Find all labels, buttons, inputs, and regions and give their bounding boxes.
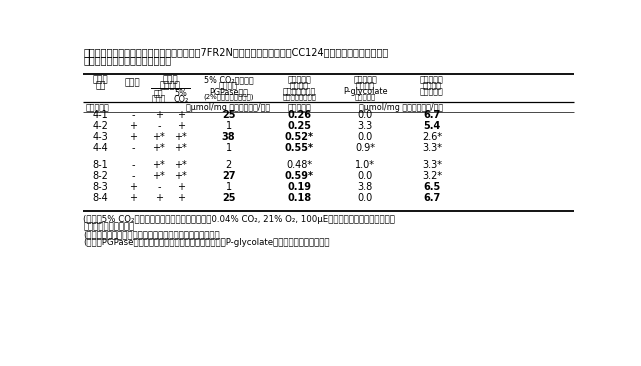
Text: 大気条件下: 大気条件下 — [288, 75, 312, 85]
Text: 0.0: 0.0 — [358, 132, 373, 142]
Text: (注１）5% CO₂で培養した後、細胞を大気条件（0.04% CO₂, 21% O₂, 100μE）に移し、光合成と光呼吸の: (注１）5% CO₂で培養した後、細胞を大気条件（0.04% CO₂, 21% … — [83, 215, 395, 224]
Text: +: + — [129, 182, 137, 192]
Text: -: - — [131, 143, 135, 153]
Text: 8-4: 8-4 — [93, 194, 108, 203]
Text: 1: 1 — [226, 143, 231, 153]
Text: (注３）PGPase：ホスホグリコール酸ホスファターゼ、P-glycolate：ホスホグリコール酸。: (注３）PGPase：ホスホグリコール酸ホスファターゼ、P-glycolate：… — [83, 238, 329, 247]
Text: 3.3: 3.3 — [358, 121, 373, 131]
Text: 測定を行った。: 測定を行った。 — [83, 223, 135, 232]
Text: 0.9*: 0.9* — [355, 143, 376, 153]
Text: における: における — [356, 81, 375, 90]
Text: 0.19: 0.19 — [287, 182, 312, 192]
Text: 1: 1 — [226, 121, 231, 131]
Text: 8-3: 8-3 — [93, 182, 108, 192]
Text: -: - — [157, 121, 160, 131]
Text: 行った遺伝解析（四分子解析）。: 行った遺伝解析（四分子解析）。 — [83, 56, 171, 66]
Text: 0.59*: 0.59* — [285, 171, 314, 181]
Text: 6.7: 6.7 — [423, 194, 440, 203]
Text: PGPase活性: PGPase活性 — [209, 87, 248, 96]
Text: (注２）太文字は野生型の形質。＊は低光呼吸由来の形質。: (注２）太文字は野生型の形質。＊は低光呼吸由来の形質。 — [83, 231, 220, 239]
Text: 5.4: 5.4 — [423, 121, 440, 131]
Text: 0.18: 0.18 — [287, 194, 312, 203]
Text: +*: +* — [174, 143, 187, 153]
Text: -: - — [157, 182, 160, 192]
Text: （株番号）: （株番号） — [85, 103, 110, 112]
Text: （µmol/mg クロロフィル/時）: （µmol/mg クロロフィル/時） — [359, 103, 443, 112]
Text: 5%: 5% — [174, 89, 187, 98]
Text: +*: +* — [153, 143, 165, 153]
Text: 光合成の飽和度: 光合成の飽和度 — [283, 87, 316, 96]
Text: 38: 38 — [222, 132, 235, 142]
Text: 6.7: 6.7 — [423, 110, 440, 120]
Text: 4-2: 4-2 — [93, 121, 108, 131]
Text: 栄養成長: 栄養成長 — [160, 82, 181, 91]
Text: (2%トルエン処理細胞): (2%トルエン処理細胞) — [203, 93, 254, 100]
Text: 0.55*: 0.55* — [285, 143, 314, 153]
Text: 25: 25 — [222, 194, 235, 203]
Text: 25: 25 — [222, 110, 235, 120]
Text: 3.3*: 3.3* — [422, 143, 442, 153]
Text: 表２．クラミドモナスの低光呼吸突然変異株7FR2N（交配型＋）と野性株CC124（交配型－）を交配して: 表２．クラミドモナスの低光呼吸突然変異株7FR2N（交配型＋）と野性株CC124… — [83, 47, 388, 57]
Text: 4-4: 4-4 — [93, 143, 108, 153]
Text: +: + — [177, 182, 185, 192]
Text: 5% CO₂培養細胞: 5% CO₂培養細胞 — [204, 75, 253, 85]
Text: 2.6*: 2.6* — [422, 132, 442, 142]
Text: -: - — [131, 171, 135, 181]
Text: +*: +* — [174, 160, 187, 170]
Text: 0.0: 0.0 — [358, 110, 373, 120]
Text: +: + — [177, 110, 185, 120]
Text: +: + — [129, 194, 137, 203]
Text: 大気条件下: 大気条件下 — [353, 75, 377, 85]
Text: における: における — [290, 81, 309, 90]
Text: -: - — [131, 160, 135, 170]
Text: 4-3: 4-3 — [93, 132, 108, 142]
Text: 大気: 大気 — [154, 89, 163, 98]
Text: の蓄積速度: の蓄積速度 — [354, 93, 376, 100]
Text: 大気条件下: 大気条件下 — [420, 75, 444, 85]
Text: 光独立: 光独立 — [163, 75, 178, 85]
Text: 3.8: 3.8 — [358, 182, 373, 192]
Text: 0.52*: 0.52* — [285, 132, 314, 142]
Text: P-glycolate: P-glycolate — [343, 87, 388, 96]
Text: +: + — [129, 121, 137, 131]
Text: 0.0: 0.0 — [358, 171, 373, 181]
Text: +*: +* — [174, 132, 187, 142]
Text: +*: +* — [153, 160, 165, 170]
Text: +: + — [177, 194, 185, 203]
Text: CO₂: CO₂ — [173, 95, 188, 104]
Text: 4-1: 4-1 — [93, 110, 108, 120]
Text: における: における — [219, 81, 238, 90]
Text: +: + — [154, 194, 163, 203]
Text: 0.0: 0.0 — [358, 194, 373, 203]
Text: 1: 1 — [226, 182, 231, 192]
Text: +: + — [154, 110, 163, 120]
Text: -: - — [131, 110, 135, 120]
Text: 3.3*: 3.3* — [422, 160, 442, 170]
Text: 0.26: 0.26 — [287, 110, 312, 120]
Text: 0.48*: 0.48* — [287, 160, 313, 170]
Text: 1.0*: 1.0* — [355, 160, 376, 170]
Text: 3.2*: 3.2* — [422, 171, 442, 181]
Text: 27: 27 — [222, 171, 235, 181]
Text: 四分子: 四分子 — [93, 75, 108, 85]
Text: 0.25: 0.25 — [287, 121, 312, 131]
Text: 光呼吸速度: 光呼吸速度 — [420, 88, 444, 97]
Text: 交配型: 交配型 — [125, 79, 141, 87]
Text: 8-1: 8-1 — [93, 160, 108, 170]
Text: +*: +* — [153, 171, 165, 181]
Text: （µmol/mg クロロフィル/時）: （µmol/mg クロロフィル/時） — [187, 103, 271, 112]
Text: 6.5: 6.5 — [423, 182, 440, 192]
Text: 後代: 後代 — [96, 82, 106, 91]
Text: （相対値）: （相対値） — [288, 103, 312, 112]
Text: 2: 2 — [226, 160, 231, 170]
Text: （酸素交換速度）: （酸素交換速度） — [283, 93, 317, 100]
Text: 8-2: 8-2 — [93, 171, 108, 181]
Text: +: + — [177, 121, 185, 131]
Text: における: における — [422, 81, 442, 90]
Text: +*: +* — [174, 171, 187, 181]
Text: 条件下: 条件下 — [152, 95, 166, 104]
Text: +: + — [129, 132, 137, 142]
Text: +*: +* — [153, 132, 165, 142]
